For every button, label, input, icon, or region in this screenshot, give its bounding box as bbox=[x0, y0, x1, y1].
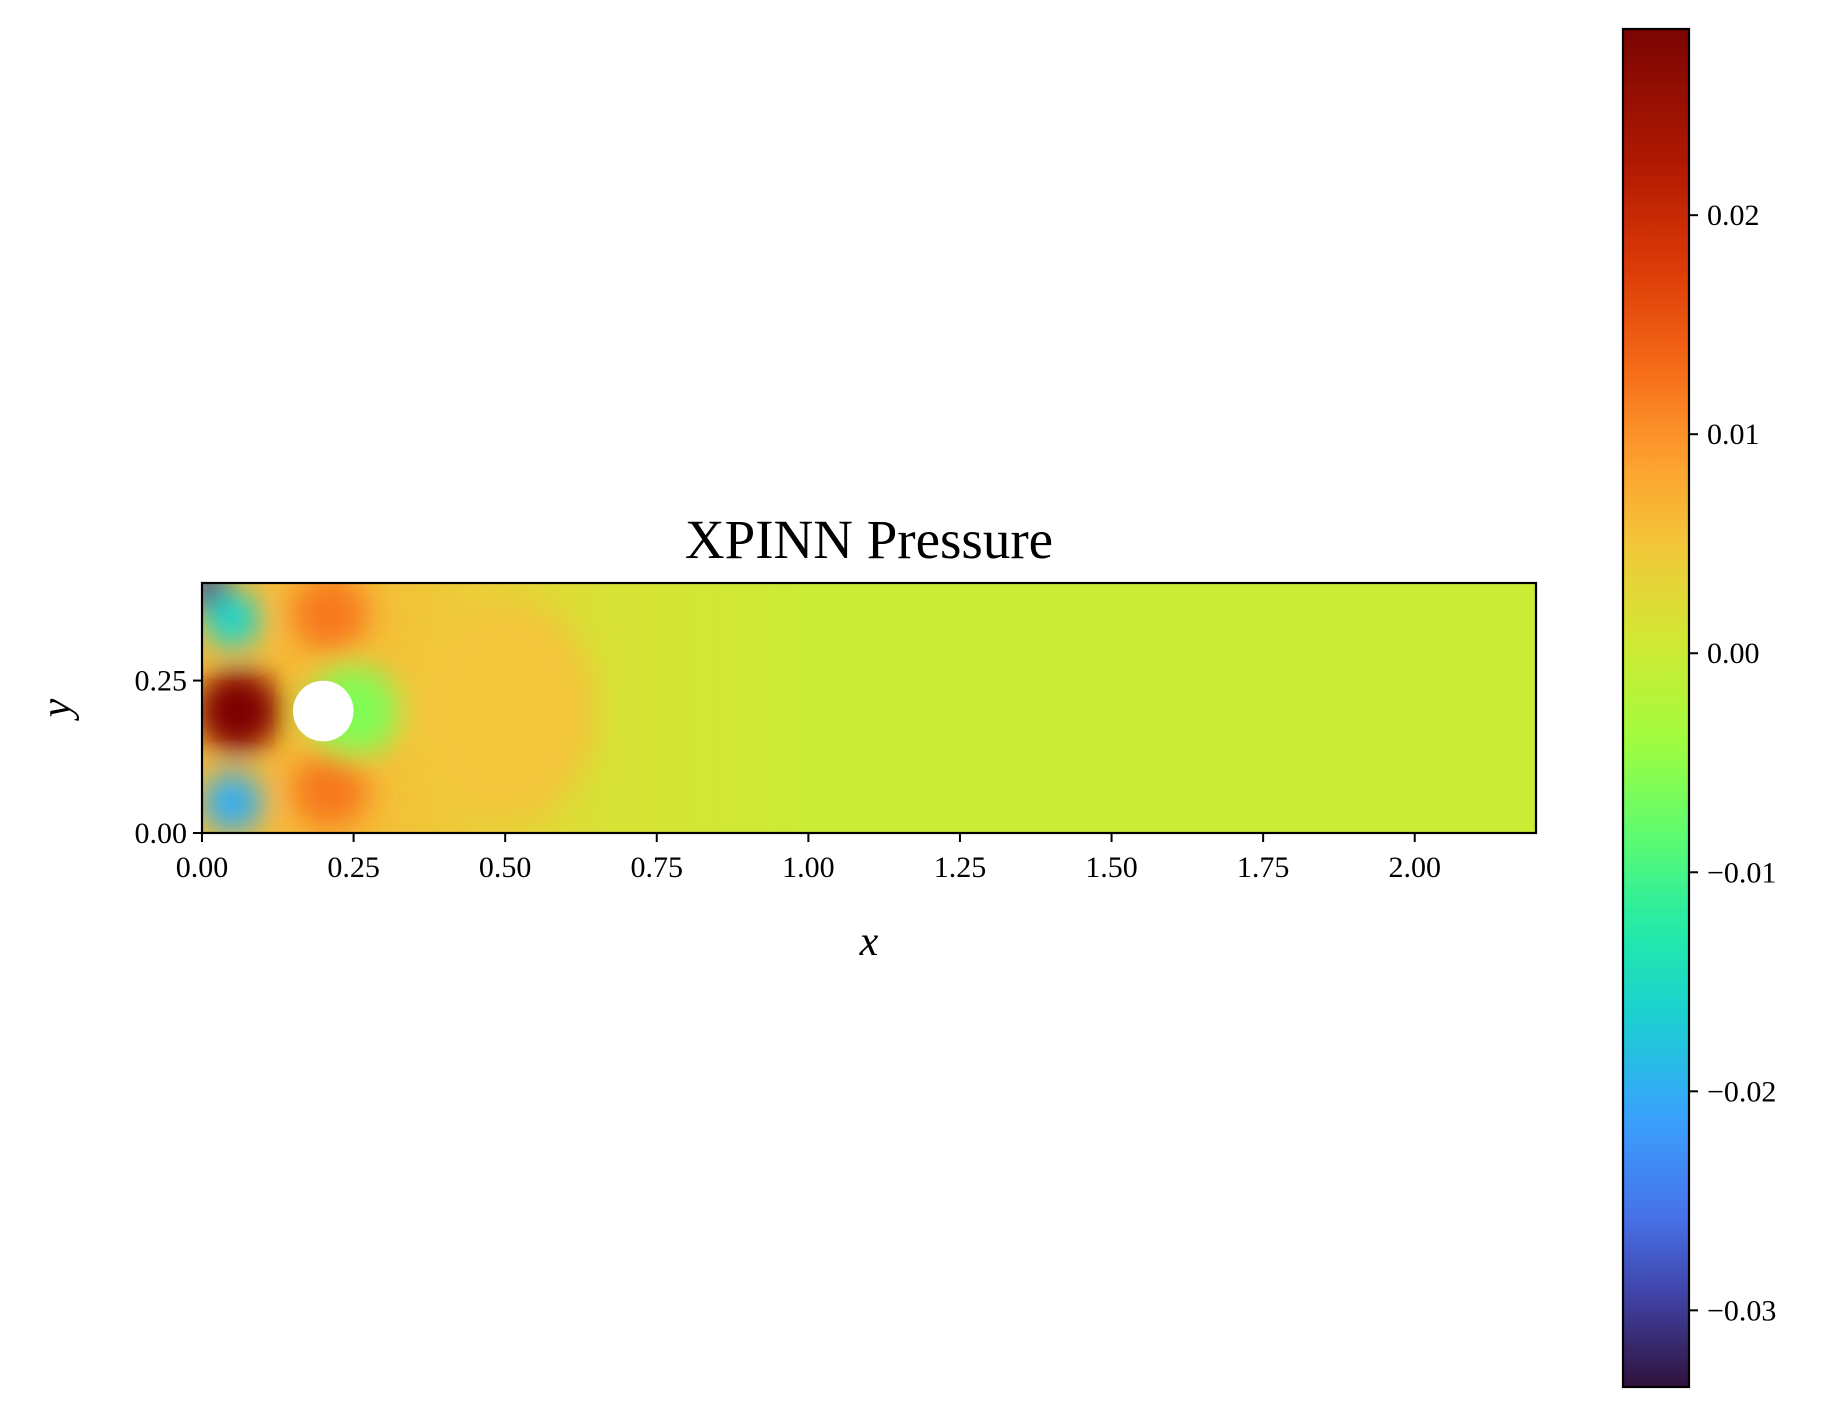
x-axis: 0.00 0.25 0.50 0.75 1.00 1.25 1.50 1.75 2.00 bbox=[176, 833, 1441, 884]
colorbar-tick-label: 0.02 bbox=[1707, 199, 1760, 232]
x-tick-label: 1.00 bbox=[782, 851, 835, 884]
x-tick-label: 1.25 bbox=[934, 851, 987, 884]
field-feature-0 bbox=[202, 669, 281, 754]
colorbar-tick-label: −0.02 bbox=[1707, 1075, 1776, 1108]
x-tick-label: 1.50 bbox=[1085, 851, 1138, 884]
field-feature-5 bbox=[291, 583, 368, 652]
x-tick-label: 0.25 bbox=[327, 851, 380, 884]
field-feature-3 bbox=[204, 591, 261, 648]
colorbar-frame bbox=[1621, 27, 1691, 1389]
y-axis: 0.00 0.25 bbox=[135, 665, 202, 850]
colorbar-tick-label: 0.01 bbox=[1707, 418, 1760, 451]
y-axis-label: y bbox=[34, 698, 80, 721]
chart-title: XPINN Pressure bbox=[685, 509, 1053, 570]
y-tick-label: 0.25 bbox=[135, 665, 188, 698]
field-gradient-overlay bbox=[202, 583, 1536, 833]
y-tick-label: 0.00 bbox=[135, 817, 188, 850]
x-tick-label: 0.75 bbox=[631, 851, 684, 884]
colorbar-gradient bbox=[1623, 29, 1689, 1387]
colorbar-tick-label: 0.00 bbox=[1707, 637, 1760, 670]
x-tick-label: 0.00 bbox=[176, 851, 229, 884]
colorbar-ticks: −0.03 −0.02 −0.01 0.00 0.01 0.02 bbox=[1689, 199, 1776, 1327]
plot-frame bbox=[200, 581, 1538, 835]
x-tick-label: 0.50 bbox=[479, 851, 532, 884]
x-axis-label: x bbox=[859, 919, 879, 965]
cylinder-obstacle bbox=[292, 680, 354, 742]
field-feature-7 bbox=[415, 603, 596, 820]
colorbar-tick-label: −0.01 bbox=[1707, 856, 1776, 889]
field-feature-2 bbox=[202, 772, 263, 833]
x-tick-label: 1.75 bbox=[1237, 851, 1290, 884]
colorbar: −0.03 −0.02 −0.01 0.00 0.01 0.02 bbox=[1621, 27, 1776, 1389]
colorbar-tick-label: −0.03 bbox=[1707, 1294, 1776, 1327]
x-tick-label: 2.00 bbox=[1388, 851, 1441, 884]
pressure-field bbox=[202, 583, 1536, 833]
field-feature-4 bbox=[291, 752, 368, 829]
